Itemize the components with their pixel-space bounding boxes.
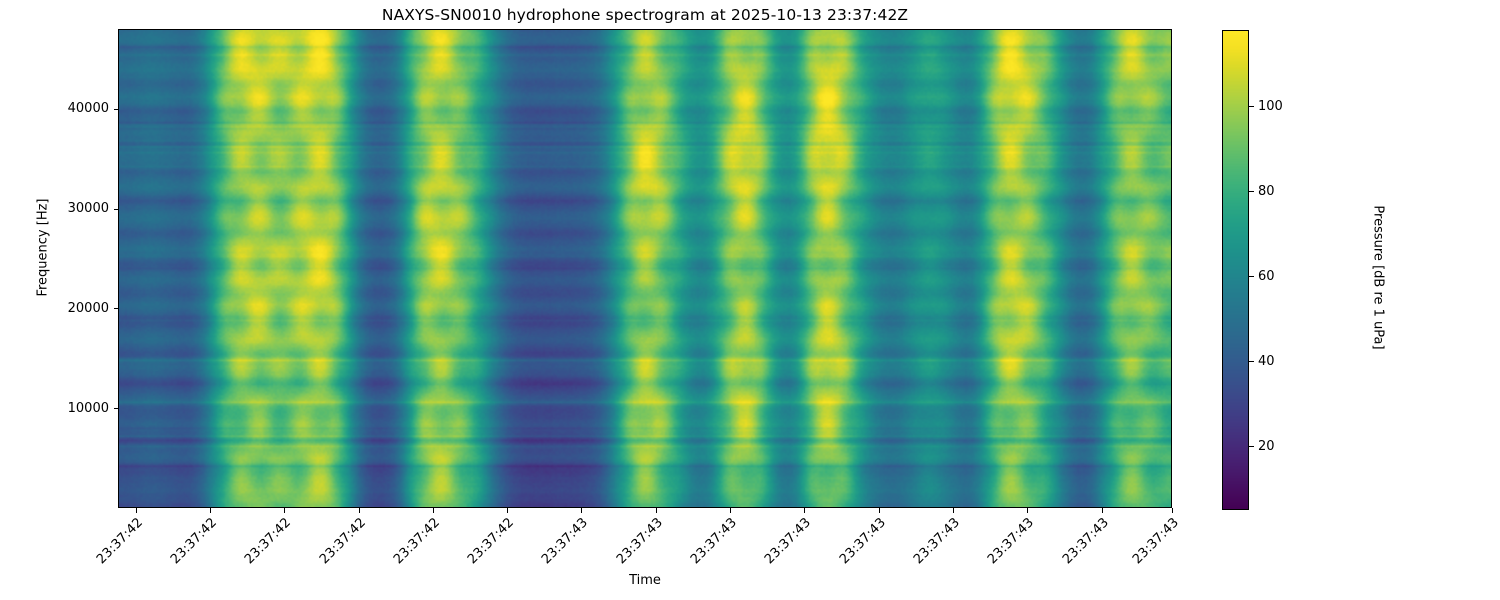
x-tick-mark (507, 508, 509, 513)
y-tick-label: 10000 (67, 400, 109, 416)
x-tick-label: 23:37:42 (167, 515, 220, 568)
colorbar[interactable] (1222, 30, 1249, 510)
x-tick-label: 23:37:42 (242, 515, 295, 568)
y-tick-mark (113, 408, 118, 410)
colorbar-gradient (1223, 31, 1248, 509)
x-tick-mark (284, 508, 286, 513)
spectrogram-plot-area[interactable] (118, 29, 1172, 508)
y-tick-label: 40000 (67, 101, 109, 117)
x-tick-mark (209, 508, 211, 513)
x-tick-mark (1172, 508, 1173, 513)
x-tick-mark (358, 508, 360, 513)
colorbar-label: Pressure [dB re 1 uPa] (1370, 205, 1386, 350)
x-tick-label: 23:37:42 (390, 515, 443, 568)
colorbar-tick-label: 20 (1258, 438, 1275, 454)
x-tick-label: 23:37:42 (465, 515, 518, 568)
x-tick-mark (952, 508, 954, 513)
y-axis-label: Frequency [Hz] (35, 198, 51, 297)
x-tick-label: 23:37:43 (985, 515, 1038, 568)
x-tick-mark (804, 508, 806, 513)
x-tick-mark (878, 508, 880, 513)
x-tick-mark (432, 508, 434, 513)
x-tick-label: 23:37:43 (613, 515, 666, 568)
colorbar-tick-mark (1249, 361, 1254, 363)
colorbar-tick-label: 100 (1258, 98, 1283, 114)
x-tick-label: 23:37:43 (688, 515, 740, 568)
y-tick-label: 30000 (67, 201, 109, 217)
x-tick-mark (581, 508, 583, 513)
x-tick-mark (655, 508, 657, 513)
colorbar-tick-mark (1249, 276, 1254, 278)
x-tick-label: 23:37:43 (1130, 515, 1182, 568)
colorbar-tick-label: 60 (1258, 268, 1275, 284)
x-axis-label: Time (629, 573, 661, 588)
y-tick-label: 20000 (67, 300, 109, 316)
x-tick-label: 23:37:43 (539, 515, 592, 568)
page-title: NAXYS-SN0010 hydrophone spectrogram at 2… (381, 6, 909, 24)
colorbar-tick-label: 40 (1258, 353, 1275, 369)
x-tick-label: 23:37:43 (910, 515, 963, 568)
colorbar-tick-mark (1249, 191, 1254, 193)
x-tick-label: 23:37:42 (316, 515, 369, 568)
x-tick-mark (730, 508, 732, 513)
x-tick-label: 23:37:42 (93, 515, 146, 568)
y-tick-mark (113, 108, 118, 110)
y-tick-mark (113, 208, 118, 210)
x-tick-label: 23:37:43 (762, 515, 815, 568)
x-tick-label: 23:37:43 (1059, 515, 1112, 568)
x-tick-mark (135, 508, 137, 513)
x-tick-mark (1027, 508, 1029, 513)
x-tick-mark (1101, 508, 1103, 513)
colorbar-tick-label: 80 (1258, 183, 1275, 199)
spectrogram-image (119, 30, 1171, 507)
colorbar-tick-mark (1249, 106, 1254, 108)
x-tick-label: 23:37:43 (836, 515, 889, 568)
colorbar-tick-mark (1249, 446, 1254, 448)
y-tick-mark (113, 308, 118, 310)
